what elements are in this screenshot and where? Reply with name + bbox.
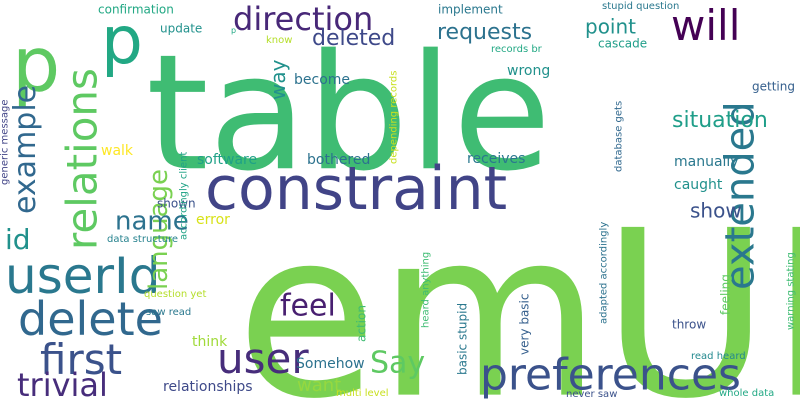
word-feeling-45: feeling [718, 274, 733, 315]
word-feel-18: feel [280, 288, 336, 324]
word-know-51: know [266, 35, 293, 47]
word-trivial-17: trivial [17, 366, 108, 400]
word-direction-10: direction [233, 0, 374, 39]
word-throw-44: throw [672, 317, 707, 332]
word-basic-stupid-48: basic stupid [455, 302, 470, 375]
word-relationships-30: relationships [163, 379, 253, 396]
word-emui-1: emUI [236, 182, 800, 400]
word-adapted-accordingly-55: adapted accordingly [598, 221, 610, 324]
word-say-19: Say [370, 345, 426, 381]
word-relations-8: relations [57, 68, 107, 250]
word-will-11: will [671, 1, 741, 51]
word-accordingly-client-57: accordingly client [178, 151, 190, 240]
word-point-23: point [585, 14, 637, 39]
word-saw-read-60: saw read [146, 307, 192, 319]
word-want-27: want [297, 374, 342, 396]
word-implement-40: implement [438, 2, 503, 17]
word-preferences-5: preferences [480, 349, 741, 400]
word-p-4: p [101, 2, 143, 80]
word-table-0: table [146, 19, 552, 207]
word-receives-31: receives [467, 151, 526, 168]
word-user-13: user [217, 334, 309, 384]
word-whole-data-65: whole data [719, 388, 775, 400]
word-very-basic-47: very basic [517, 293, 532, 356]
word-shown-41: shown [157, 196, 196, 211]
word-database-gets-54: database gets [613, 100, 625, 172]
word-become-35: become [294, 72, 351, 89]
word-name-16: name [115, 206, 189, 237]
word-read-heard-63: read heard [691, 351, 746, 363]
word-data-structure-58: data structure [107, 234, 179, 246]
word-deleted-21: deleted [312, 25, 396, 51]
word-first-12: first [40, 335, 123, 385]
word-records-br-53: records br [491, 44, 542, 56]
word-getting-36: getting [752, 79, 795, 94]
word-caught-33: caught [674, 177, 723, 194]
word-bothered-28: bothered [307, 152, 371, 169]
word-way-26: way [265, 59, 290, 100]
word-p-3: p [12, 19, 61, 109]
word-somehow-49: Somehow [296, 356, 365, 373]
word-confirmation-38: confirmation [98, 2, 174, 17]
word-error-42: error [196, 212, 230, 229]
word-multi-level-61: multi level [336, 388, 389, 400]
word-constraint-2: constraint [205, 154, 508, 225]
word-update-39: update [160, 21, 203, 36]
word-generic-message-56: generic message [0, 99, 11, 186]
word-requests-22: requests [437, 19, 533, 45]
word-situation-24: situation [672, 107, 768, 133]
word-wrong-34: wrong [507, 63, 551, 80]
word-walk-43: walk [101, 143, 134, 160]
word-show-25: show [690, 198, 742, 223]
word-action-46: action [354, 305, 369, 342]
word-question-yet-59: question yet [144, 289, 207, 301]
word-manually-32: manually [674, 154, 739, 171]
word-think-50: think [192, 334, 228, 351]
word-stupid-question-52: stupid question [602, 1, 680, 13]
word-userid-6: userId [5, 247, 161, 305]
word-cascade-37: cascade [598, 36, 648, 51]
word-example-14: example [8, 84, 44, 214]
word-depending-records-67: depending records [388, 70, 400, 164]
word-software-29: software [197, 152, 258, 169]
word-p-68: p [231, 25, 237, 35]
word-delete-7: delete [18, 292, 163, 347]
word-heard-anything-62: heard anything [420, 251, 432, 328]
word-warning-stating-66: warning stating [785, 252, 797, 330]
word-id-20: id [5, 223, 31, 257]
word-never-saw-64: never saw [566, 389, 618, 400]
